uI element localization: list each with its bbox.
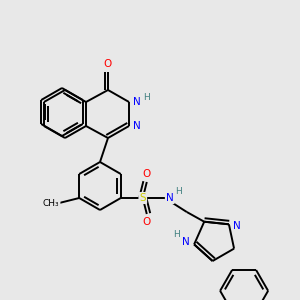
- Text: S: S: [140, 193, 146, 203]
- Text: O: O: [143, 169, 151, 179]
- Text: H: H: [144, 92, 150, 101]
- Text: CH₃: CH₃: [43, 199, 59, 208]
- Text: H: H: [176, 188, 182, 196]
- Text: N: N: [182, 237, 190, 248]
- Text: H: H: [173, 230, 179, 239]
- Text: N: N: [133, 121, 141, 131]
- Text: O: O: [143, 217, 151, 227]
- Text: N: N: [233, 221, 241, 231]
- Text: N: N: [133, 97, 141, 107]
- Text: O: O: [104, 59, 112, 69]
- Text: N: N: [166, 193, 174, 203]
